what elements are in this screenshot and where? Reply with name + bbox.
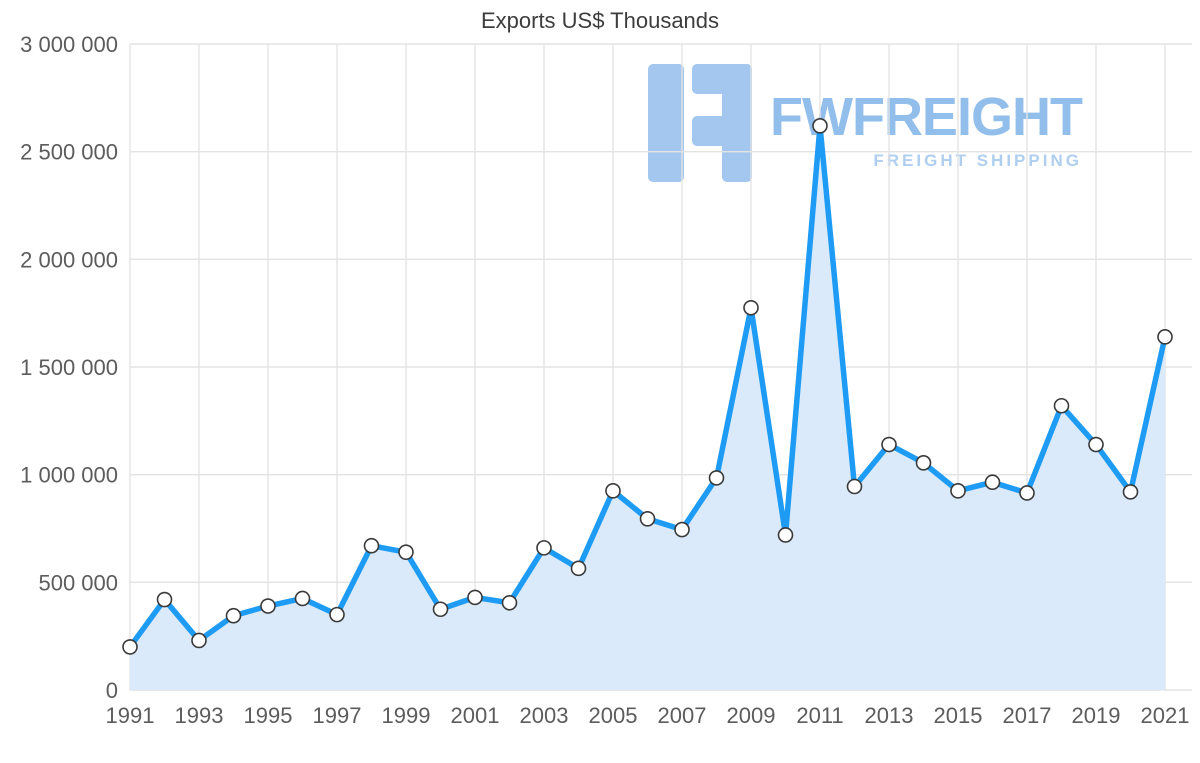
y-axis-tick-label: 0 [106,678,118,703]
data-point-marker [467,589,483,606]
data-point-marker [1019,485,1035,501]
x-axis-tick-label: 2013 [865,703,914,728]
data-point-marker [777,527,794,543]
x-axis-tick-label: 1993 [175,703,224,728]
data-point-marker [570,560,587,577]
x-axis-tick-label: 2021 [1141,703,1190,728]
x-axis-tick-label: 2001 [451,703,500,728]
y-axis-tick-label: 1 500 000 [20,355,118,380]
x-axis-tick-label: 2015 [934,703,983,728]
data-point-marker [432,601,449,618]
x-axis-tick-label: 1991 [106,703,155,728]
data-point-marker [398,544,414,560]
data-point-marker [881,436,897,453]
x-axis-tick-label: 2011 [796,703,843,728]
x-axis-tick-label: 2005 [589,703,638,728]
y-axis-tick-label: 2 000 000 [20,247,118,272]
x-axis-tick-label: 1995 [244,703,293,728]
data-point-marker [225,607,242,624]
data-point-marker [363,537,380,554]
data-point-marker [984,474,1001,491]
y-axis-tick-label: 1 000 000 [20,463,118,488]
data-point-marker [536,540,552,556]
x-axis-tick-label: 2003 [520,703,569,728]
x-axis-tick-label: 1999 [382,703,431,728]
data-point-marker [1157,329,1173,345]
data-point-marker [1122,484,1139,500]
data-point-marker [812,118,828,134]
y-axis-tick-label: 3 000 000 [20,32,118,57]
data-point-marker [915,455,932,471]
data-point-marker [743,299,759,316]
data-point-marker [1088,436,1104,453]
x-axis-tick-label: 1997 [313,703,362,728]
x-axis-tick-label: 2017 [1003,703,1052,728]
x-axis-tick-label: 2009 [727,703,776,728]
data-point-marker [950,483,966,499]
data-point-marker [191,632,207,649]
x-axis-tick-label: 2007 [658,703,707,728]
y-axis-tick-label: 500 000 [38,570,118,595]
data-point-marker [156,591,173,608]
data-point-marker [846,478,863,495]
data-point-marker [708,470,725,486]
series-area [130,125,1165,691]
data-point-marker [639,511,656,527]
data-point-marker [329,606,345,623]
x-axis-tick-label: 2019 [1072,703,1121,728]
data-point-marker [501,594,518,611]
data-point-marker [122,639,138,655]
y-axis-tick-label: 2 500 000 [20,140,118,165]
data-point-marker [674,521,690,538]
data-point-marker [605,483,621,499]
data-point-marker [294,590,311,607]
chart-title: Exports US$ Thousands [480,8,720,33]
data-point-marker [1053,397,1070,414]
data-point-marker [260,598,276,614]
